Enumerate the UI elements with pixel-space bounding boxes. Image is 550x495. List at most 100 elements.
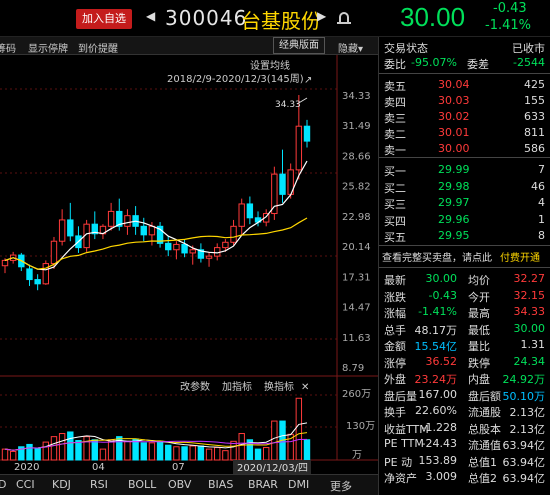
stat-label: 涨幅 bbox=[384, 307, 406, 320]
bid-label: 买一 bbox=[384, 165, 406, 178]
stat-label: 盘后额 bbox=[468, 389, 501, 403]
stat-value: 167.00 bbox=[418, 387, 458, 401]
moving-averages-group bbox=[4, 160, 308, 271]
candle-body bbox=[230, 225, 237, 243]
toolbar-item-price-alert[interactable]: 到价提醒 bbox=[78, 44, 118, 55]
bid-label: 买三 bbox=[384, 198, 406, 211]
ask-label: 卖五 bbox=[384, 80, 406, 93]
volume-bar bbox=[107, 439, 115, 461]
bid-volume: 7 bbox=[538, 163, 545, 176]
vol-param-button[interactable]: 改参数 bbox=[180, 380, 210, 393]
bid-row[interactable]: 买一 29.99 7 bbox=[379, 163, 550, 178]
stat-value: 22.60% bbox=[415, 404, 457, 417]
indicator-tab-更多[interactable]: 更多 bbox=[330, 480, 352, 493]
stat-label: 流通值 bbox=[468, 439, 501, 452]
volume-bar bbox=[214, 447, 221, 461]
bid-label: 买二 bbox=[384, 181, 406, 195]
toolbar-item-chips[interactable]: 筹码 bbox=[0, 44, 16, 55]
indicator-tab-brar[interactable]: BRAR bbox=[248, 478, 278, 491]
stat-label: 量比 bbox=[468, 340, 490, 353]
stat-row: 涨停 36.52 跌停 24.34 bbox=[379, 355, 550, 370]
stat-label: 金额 bbox=[384, 340, 406, 353]
stat-row: PE 动 153.89 总值1 63.94亿 bbox=[379, 454, 550, 469]
stat-label: 总值1 bbox=[468, 455, 497, 469]
stat-value: 32.27 bbox=[513, 272, 546, 285]
chart-bg bbox=[0, 55, 378, 474]
stat-value: 24.92万 bbox=[502, 373, 546, 386]
indicator-tab-boll[interactable]: BOLL bbox=[128, 478, 157, 491]
vol-tick: 130万 bbox=[346, 421, 375, 432]
stat-value: 2.13亿 bbox=[509, 406, 546, 419]
volume-bar bbox=[58, 433, 66, 461]
max-price-pointer bbox=[296, 97, 308, 105]
stat-label: 涨跌 bbox=[384, 290, 406, 304]
trade-status-label: 交易状态 bbox=[384, 42, 428, 55]
volume-bar bbox=[132, 438, 139, 461]
stat-value: 2.13亿 bbox=[509, 422, 546, 436]
indicator-tab-dmi[interactable]: DMI bbox=[288, 478, 310, 491]
bid-price: 29.95 bbox=[438, 229, 470, 242]
ask-row[interactable]: 卖三 30.02 633 bbox=[379, 110, 550, 125]
volume-bar bbox=[75, 440, 82, 461]
stat-value: 23.24万 bbox=[414, 373, 458, 386]
y-tick: 34.33 bbox=[342, 91, 371, 102]
stat-value: 50.10万 bbox=[502, 389, 546, 403]
toolbar-item-show-suspended[interactable]: 显示停牌 bbox=[28, 44, 68, 55]
stat-label: 盘后量 bbox=[384, 389, 417, 403]
volume-bar bbox=[181, 446, 188, 461]
alert-bell-icon[interactable] bbox=[339, 12, 349, 23]
prev-stock-icon[interactable]: ◀ bbox=[146, 9, 156, 23]
stat-label: 总股本 bbox=[468, 422, 501, 436]
pin-icon[interactable]: ↗ bbox=[304, 75, 312, 86]
bid-row[interactable]: 买三 29.97 4 bbox=[379, 196, 550, 211]
add-indicator-button[interactable]: 加指标 bbox=[222, 380, 252, 393]
trade-status-value: 已收市 bbox=[512, 42, 545, 55]
x-label: 04 bbox=[92, 462, 105, 473]
stat-label: 流通股 bbox=[468, 406, 501, 419]
ask-label: 卖四 bbox=[384, 96, 406, 109]
bid-row[interactable]: 买四 29.96 1 bbox=[379, 213, 550, 228]
candle-body bbox=[205, 255, 213, 259]
bid-label: 买五 bbox=[384, 231, 406, 244]
stat-row: PE TTM -24.43 流通值 63.94亿 bbox=[379, 437, 550, 452]
ask-volume: 155 bbox=[524, 94, 545, 107]
ma-settings-link[interactable]: 设置均线 bbox=[250, 59, 290, 72]
add-to-watchlist-button[interactable]: 加入自选 bbox=[76, 9, 132, 29]
volume-bar bbox=[42, 441, 50, 461]
volume-bars-group bbox=[1, 397, 311, 461]
indicator-tab-cci[interactable]: CCI bbox=[16, 478, 35, 491]
hide-panel-button[interactable]: 隐藏▾ bbox=[338, 44, 364, 55]
indicator-tab-bias[interactable]: BIAS bbox=[208, 478, 234, 491]
next-stock-icon[interactable]: ▶ bbox=[317, 9, 327, 23]
vol-close-icon[interactable]: ✕ bbox=[301, 382, 309, 393]
stat-label: PE 动 bbox=[384, 455, 413, 469]
x-label: 2020 bbox=[14, 462, 39, 473]
stat-value: 63.94亿 bbox=[502, 439, 546, 452]
candle-body bbox=[271, 173, 278, 215]
switch-indicator-button[interactable]: 换指标 bbox=[264, 380, 294, 393]
classic-layout-button[interactable]: 经典版面 bbox=[273, 37, 325, 54]
ask-row[interactable]: 卖四 30.03 155 bbox=[379, 94, 550, 109]
ask-row[interactable]: 卖五 30.04 425 bbox=[379, 78, 550, 93]
volume-bar bbox=[295, 397, 303, 461]
bid-price: 29.96 bbox=[438, 212, 470, 226]
stock-header: 加入自选 ◀ 300046 台基股份 ▶ 30.00 -0.43 -1.41% bbox=[0, 0, 550, 37]
ask-row[interactable]: 卖二 30.01 811 bbox=[379, 126, 550, 141]
stat-row: 外盘 23.24万 内盘 24.92万 bbox=[379, 371, 550, 386]
max-price-label: 34.33 bbox=[275, 100, 301, 110]
indicator-tabs: D CCI KDJ RSI BOLL OBV BIAS BRAR DMI 更多 bbox=[0, 474, 378, 495]
bid-row[interactable]: 买二 29.98 46 bbox=[379, 180, 550, 195]
indicator-tab-d[interactable]: D bbox=[0, 478, 7, 491]
bid-row[interactable]: 买五 29.95 8 bbox=[379, 229, 550, 244]
ask-row[interactable]: 卖一 30.00 586 bbox=[379, 142, 550, 157]
kline-chart[interactable]: 2018/2/9-2020/12/3(145周) ↗ 设置均线 34.33 31.… bbox=[0, 55, 378, 474]
indicator-tab-rsi[interactable]: RSI bbox=[90, 478, 108, 491]
indicator-tab-obv[interactable]: OBV bbox=[168, 478, 192, 491]
stat-label: 总值2 bbox=[468, 472, 497, 485]
subscribe-link[interactable]: 付费开通 bbox=[500, 253, 540, 264]
volume-bar bbox=[1, 448, 9, 461]
candle-body bbox=[295, 125, 303, 171]
stat-label: 最低 bbox=[468, 323, 490, 337]
bid-volume: 4 bbox=[538, 196, 545, 209]
indicator-tab-kdj[interactable]: KDJ bbox=[52, 478, 71, 491]
